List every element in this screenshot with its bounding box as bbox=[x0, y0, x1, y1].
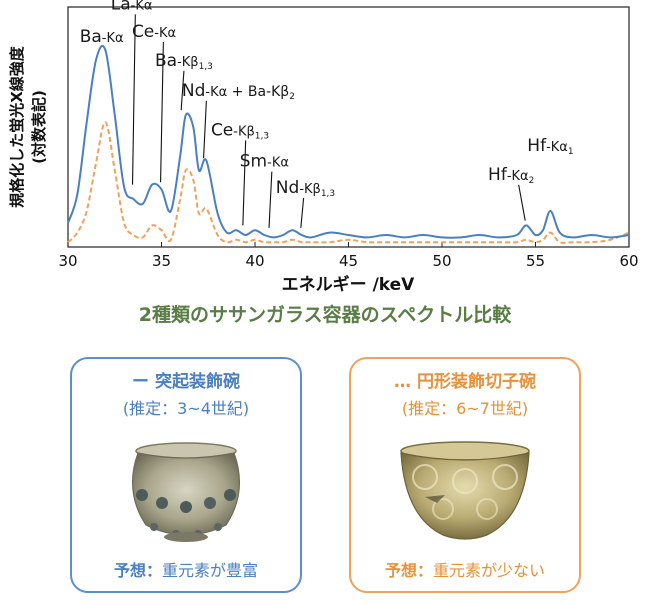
peak-label: Ce-Kα bbox=[132, 22, 176, 42]
peak-label: Ce-Kβ1,3 bbox=[211, 120, 269, 141]
peak-label: Ba-Kα bbox=[80, 27, 124, 47]
annotation-leaders bbox=[131, 14, 526, 228]
peak-label: Sm-Kα bbox=[240, 152, 289, 172]
prediction-label: 予想： bbox=[384, 561, 433, 580]
peak-label: Ba-Kβ1,3 bbox=[155, 51, 213, 72]
x-tick-label: 50 bbox=[432, 252, 451, 270]
solid-line-marker: ー bbox=[132, 372, 150, 392]
x-axis-ticks: 30 35 40 45 50 55 60 bbox=[58, 242, 639, 270]
x-tick-label: 45 bbox=[339, 252, 358, 270]
peak-leader bbox=[131, 14, 136, 185]
peak-leader bbox=[160, 41, 164, 183]
peak-label: Nd-Kα + Ba-Kβ2 bbox=[182, 81, 295, 102]
dashed-line-marker: … bbox=[394, 372, 412, 392]
peak-leader bbox=[242, 140, 247, 226]
series-line-cut-glass bbox=[67, 121, 630, 244]
plot-frame bbox=[67, 6, 630, 248]
card-prediction: 予想：重元素が豊富 bbox=[72, 557, 300, 581]
card-bowl-protrusion: ー 突起装飾碗 (推定：3~4世紀) 予想：重元素が豊富 bbox=[70, 357, 302, 593]
y-axis-sublabel: (対数表記) bbox=[30, 90, 48, 164]
peak-label: La-Kα bbox=[111, 0, 153, 14]
prediction-label: 予想： bbox=[113, 561, 162, 580]
peak-leader bbox=[268, 171, 273, 228]
peak-label: Nd-Kβ1,3 bbox=[276, 178, 335, 199]
card-title: ー 突起装飾碗 bbox=[72, 367, 300, 392]
x-tick-label: 40 bbox=[245, 252, 264, 270]
prediction-text: 重元素が豊富 bbox=[162, 561, 259, 580]
x-tick-label: 35 bbox=[152, 252, 171, 270]
peak-leader bbox=[203, 100, 207, 159]
cut-glass-bowl-image bbox=[400, 441, 530, 540]
y-axis-label: 規格化した蛍光X線強度 bbox=[8, 45, 26, 208]
series-line-protrusion bbox=[67, 45, 630, 239]
prediction-text: 重元素が少ない bbox=[433, 561, 546, 580]
card-title-text: 突起装飾碗 bbox=[154, 372, 240, 392]
peak-leader bbox=[300, 197, 305, 228]
card-era: (推定：6~7世紀) bbox=[401, 399, 529, 418]
peak-leader bbox=[180, 70, 185, 111]
x-axis-label: エネルギー /keV bbox=[282, 275, 416, 295]
comparison-caption: 2種類のササンガラス容器のスペクトル比較 bbox=[138, 304, 512, 326]
series-layer bbox=[67, 45, 630, 244]
card-era: (推定：3~4世紀) bbox=[122, 399, 250, 418]
spectrum-chart: 30 35 40 45 50 55 60 Ba-Kα La-Kα Ce-Kα Ba-Kβ1,3 Nd… bbox=[8, 0, 639, 295]
x-tick-label: 55 bbox=[526, 252, 545, 270]
peak-labels: Ba-Kα La-Kα Ce-Kα Ba-Kβ1,3 Nd-Kα + Ba-Kβ2 Ce-… bbox=[80, 0, 574, 199]
card-bowl-cut-glass: … 円形装飾切子碗 (推定：6~7世紀) 予想：重元素が少ない bbox=[349, 357, 581, 593]
peak-label: Hf-Kα1 bbox=[527, 136, 573, 157]
peak-label: Hf-Kα2 bbox=[488, 165, 534, 186]
x-tick-label: 60 bbox=[619, 252, 638, 270]
x-tick-label: 30 bbox=[58, 252, 77, 270]
card-title-text: 円形装飾切子碗 bbox=[416, 372, 536, 392]
card-prediction: 予想：重元素が少ない bbox=[351, 557, 579, 581]
protrusion-bowl-image bbox=[132, 442, 240, 542]
peak-leader bbox=[518, 184, 526, 221]
card-title: … 円形装飾切子碗 bbox=[351, 367, 579, 392]
